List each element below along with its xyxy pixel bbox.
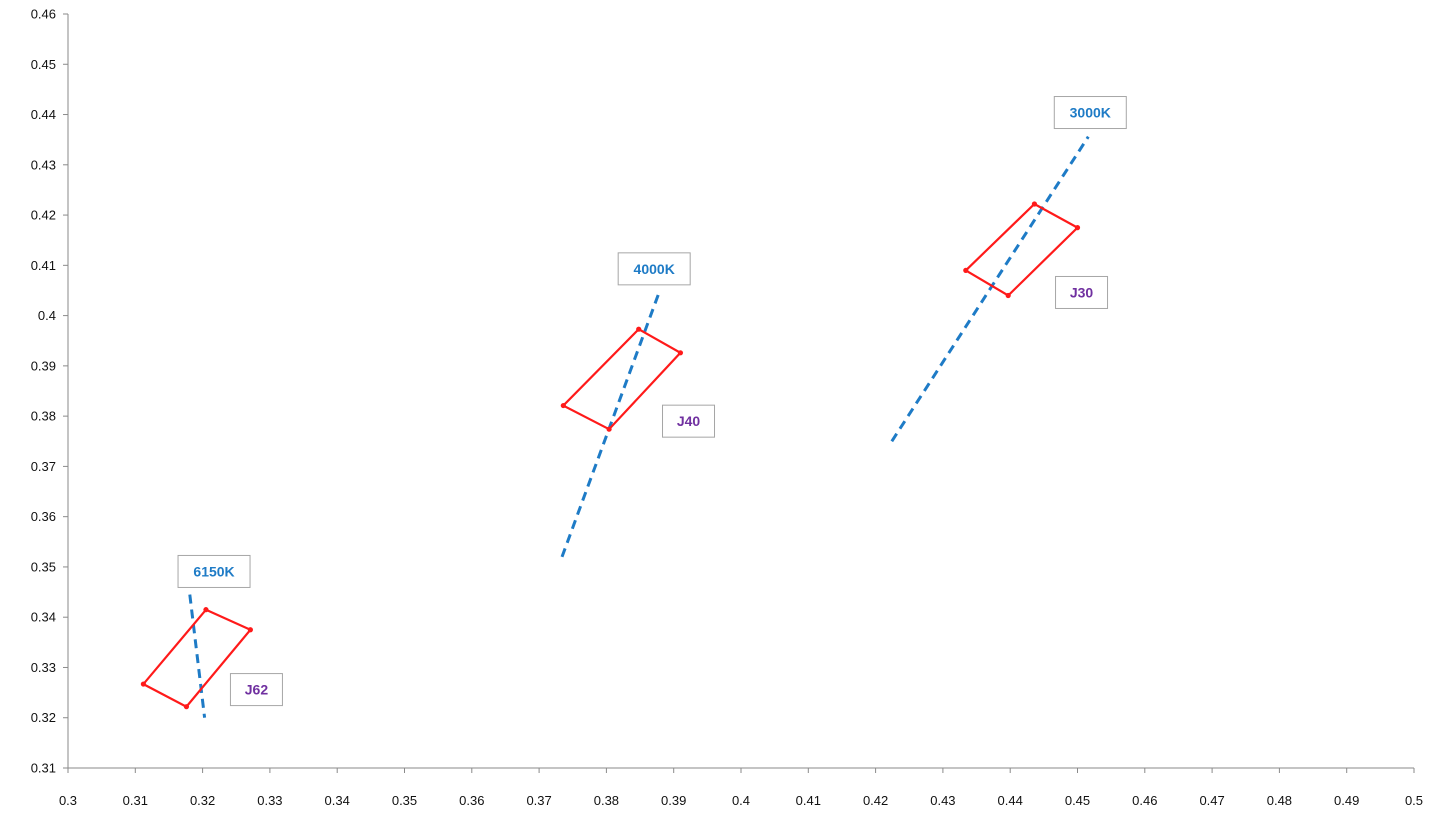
y-tick-label: 0.32 bbox=[31, 710, 56, 725]
y-tick-label: 0.4 bbox=[38, 308, 56, 323]
x-tick-label: 0.43 bbox=[930, 793, 955, 808]
x-tick-label: 0.37 bbox=[526, 793, 551, 808]
x-tick-label: 0.47 bbox=[1199, 793, 1224, 808]
bin-label-j40-text: J40 bbox=[677, 413, 701, 429]
bin-label-j30-box bbox=[1055, 275, 1109, 309]
y-tick-label: 0.39 bbox=[31, 358, 56, 373]
x-tick-label: 0.41 bbox=[796, 793, 821, 808]
y-tick-label: 0.34 bbox=[31, 610, 56, 625]
y-tick-label: 0.35 bbox=[31, 559, 56, 574]
x-tick-label: 0.45 bbox=[1065, 793, 1090, 808]
y-tick-label: 0.44 bbox=[31, 107, 56, 122]
x-axis: 0.3 0.31 0.32 0.33 0.34 0.35 0.36 0.37 0.38 0.39 0… bbox=[59, 767, 1423, 808]
x-tick-label: 0.49 bbox=[1334, 793, 1359, 808]
x-tick-label: 0.44 bbox=[998, 793, 1023, 808]
bin-label-j30-text: J30 bbox=[1070, 284, 1094, 300]
cct-line-6150k bbox=[188, 594, 207, 718]
bin-vertex bbox=[247, 627, 253, 633]
x-tick-label: 0.33 bbox=[257, 793, 282, 808]
x-tick-label: 0.31 bbox=[123, 793, 148, 808]
bin-vertex bbox=[1074, 225, 1081, 231]
cct-label-3000k-text: 3000K bbox=[1070, 105, 1111, 121]
y-tick-label: 0.36 bbox=[31, 509, 56, 524]
y-tick-label: 0.43 bbox=[31, 157, 56, 172]
cct-label-4000k-text: 4000K bbox=[634, 261, 675, 277]
bin-label-j62-box bbox=[229, 673, 283, 707]
x-tick-label: 0.39 bbox=[661, 793, 686, 808]
y-tick-label: 0.37 bbox=[31, 459, 56, 474]
bin-vertex bbox=[1031, 201, 1038, 207]
x-tick-label: 0.42 bbox=[863, 793, 888, 808]
x-tick-label: 0.34 bbox=[325, 793, 350, 808]
bin-vertex bbox=[183, 704, 190, 710]
bin-vertex bbox=[963, 267, 969, 273]
x-tick-label: 0.38 bbox=[594, 793, 619, 808]
x-tick-label: 0.32 bbox=[190, 793, 215, 808]
bin-vertex bbox=[140, 681, 146, 687]
y-tick-label: 0.45 bbox=[31, 57, 56, 72]
y-axis: 0.31 0.32 0.33 0.34 0.35 0.36 0.37 0.38 0.39 0.4 0… bbox=[31, 7, 69, 776]
y-tick-label: 0.33 bbox=[31, 660, 56, 675]
x-tick-label: 0.4 bbox=[732, 793, 750, 808]
bin-vertex bbox=[606, 426, 612, 432]
cct-label-3000k-box bbox=[1053, 96, 1127, 130]
y-tick-label: 0.46 bbox=[31, 7, 56, 22]
bin-vertex bbox=[636, 326, 642, 332]
bin-label-j62-text: J62 bbox=[245, 682, 269, 698]
bin-vertex bbox=[1005, 292, 1011, 299]
y-tick-label: 0.31 bbox=[31, 761, 56, 776]
cct-line-3000k bbox=[890, 135, 1090, 443]
cct-line-4000k bbox=[560, 292, 661, 558]
bin-vertex bbox=[203, 607, 209, 613]
cct-lines bbox=[188, 135, 1090, 718]
y-tick-label: 0.42 bbox=[31, 208, 56, 223]
y-tick-label: 0.41 bbox=[31, 258, 56, 273]
bin-vertex bbox=[560, 402, 566, 409]
cct-label-4000k-box bbox=[617, 252, 691, 286]
x-tick-label: 0.36 bbox=[459, 793, 484, 808]
annotations: 6150K 4000K 3000K J62 J40 J30 bbox=[177, 96, 1127, 707]
x-tick-label: 0.35 bbox=[392, 793, 417, 808]
cct-label-6150k-text: 6150K bbox=[193, 563, 234, 579]
cct-label-6150k-box bbox=[177, 554, 251, 588]
bins bbox=[140, 201, 1081, 710]
x-tick-label: 0.3 bbox=[59, 793, 77, 808]
bin-vertex bbox=[677, 350, 684, 356]
bin-label-j40-box bbox=[662, 404, 716, 438]
x-tick-label: 0.5 bbox=[1405, 793, 1423, 808]
x-tick-label: 0.48 bbox=[1267, 793, 1292, 808]
y-tick-label: 0.38 bbox=[31, 409, 56, 424]
x-tick-label: 0.46 bbox=[1132, 793, 1157, 808]
